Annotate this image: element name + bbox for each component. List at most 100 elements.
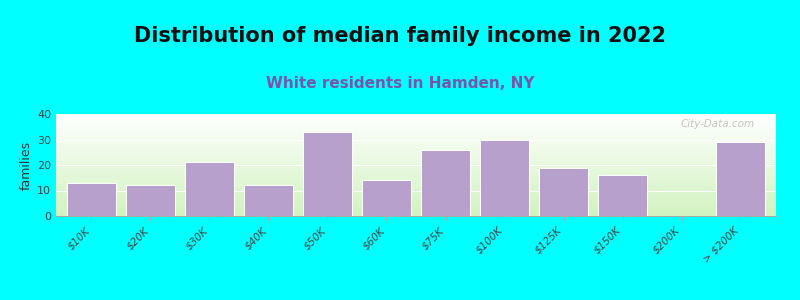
Bar [56, 160, 776, 161]
Bar [67, 183, 116, 216]
Bar [56, 152, 776, 153]
Bar [56, 190, 776, 191]
Bar [56, 193, 776, 194]
Bar [56, 158, 776, 159]
Bar [56, 153, 776, 154]
Bar [56, 183, 776, 184]
Bar [56, 184, 776, 185]
Bar [56, 149, 776, 150]
Bar [56, 202, 776, 203]
Bar [56, 159, 776, 160]
Bar [56, 199, 776, 200]
Bar [56, 151, 776, 152]
Bar [56, 147, 776, 148]
Bar [56, 195, 776, 196]
Bar [56, 203, 776, 204]
Bar [56, 204, 776, 205]
Bar [56, 115, 776, 116]
Bar [56, 119, 776, 120]
Bar [362, 180, 410, 216]
Bar [56, 198, 776, 199]
Bar [56, 148, 776, 149]
Bar [56, 154, 776, 155]
Bar [56, 188, 776, 190]
Bar [422, 150, 470, 216]
Bar [56, 171, 776, 172]
Bar [56, 201, 776, 202]
Bar [56, 132, 776, 134]
Bar [56, 167, 776, 168]
Bar [56, 122, 776, 123]
Bar [56, 137, 776, 139]
Bar [56, 214, 776, 215]
Bar [56, 135, 776, 136]
Bar [56, 213, 776, 214]
Bar [56, 196, 776, 198]
Bar [56, 165, 776, 166]
Bar [56, 134, 776, 135]
Bar [56, 161, 776, 162]
Bar [56, 123, 776, 124]
Bar [56, 129, 776, 130]
Bar [56, 142, 776, 144]
Bar [56, 146, 776, 147]
Bar [598, 175, 646, 216]
Bar [56, 130, 776, 131]
Bar [56, 180, 776, 181]
Bar [56, 212, 776, 213]
Bar [56, 145, 776, 146]
Bar [56, 166, 776, 167]
Bar [56, 170, 776, 171]
Bar [56, 128, 776, 129]
Bar [56, 215, 776, 216]
Bar [56, 156, 776, 157]
Bar [56, 211, 776, 212]
Bar [56, 181, 776, 182]
Bar [56, 127, 776, 128]
Bar [56, 210, 776, 211]
Bar [56, 174, 776, 175]
Bar [186, 162, 234, 216]
Bar [56, 194, 776, 195]
Bar [56, 157, 776, 158]
Bar [56, 178, 776, 179]
Bar [480, 140, 529, 216]
Bar [56, 185, 776, 186]
Bar [56, 155, 776, 156]
Bar [56, 126, 776, 127]
Bar [56, 176, 776, 177]
Bar [56, 186, 776, 188]
Bar [244, 185, 293, 216]
Bar [56, 144, 776, 145]
Bar [56, 117, 776, 118]
Bar [56, 139, 776, 140]
Bar [56, 209, 776, 210]
Bar [56, 173, 776, 174]
Bar [303, 132, 352, 216]
Bar [56, 131, 776, 132]
Bar [126, 185, 174, 216]
Bar [56, 136, 776, 137]
Bar [56, 118, 776, 119]
Bar [56, 168, 776, 169]
Bar [56, 120, 776, 121]
Bar [56, 208, 776, 209]
Text: Distribution of median family income in 2022: Distribution of median family income in … [134, 26, 666, 46]
Bar [56, 200, 776, 201]
Bar [56, 206, 776, 207]
Bar [56, 191, 776, 193]
Bar [56, 182, 776, 183]
Bar [539, 167, 588, 216]
Bar [56, 163, 776, 164]
Bar [56, 172, 776, 173]
Bar [56, 114, 776, 115]
Bar [56, 116, 776, 117]
Bar [56, 125, 776, 126]
Bar [716, 142, 765, 216]
Text: White residents in Hamden, NY: White residents in Hamden, NY [266, 76, 534, 92]
Bar [56, 162, 776, 163]
Bar [56, 121, 776, 122]
Bar [56, 169, 776, 170]
Bar [56, 150, 776, 151]
Y-axis label: families: families [20, 140, 33, 190]
